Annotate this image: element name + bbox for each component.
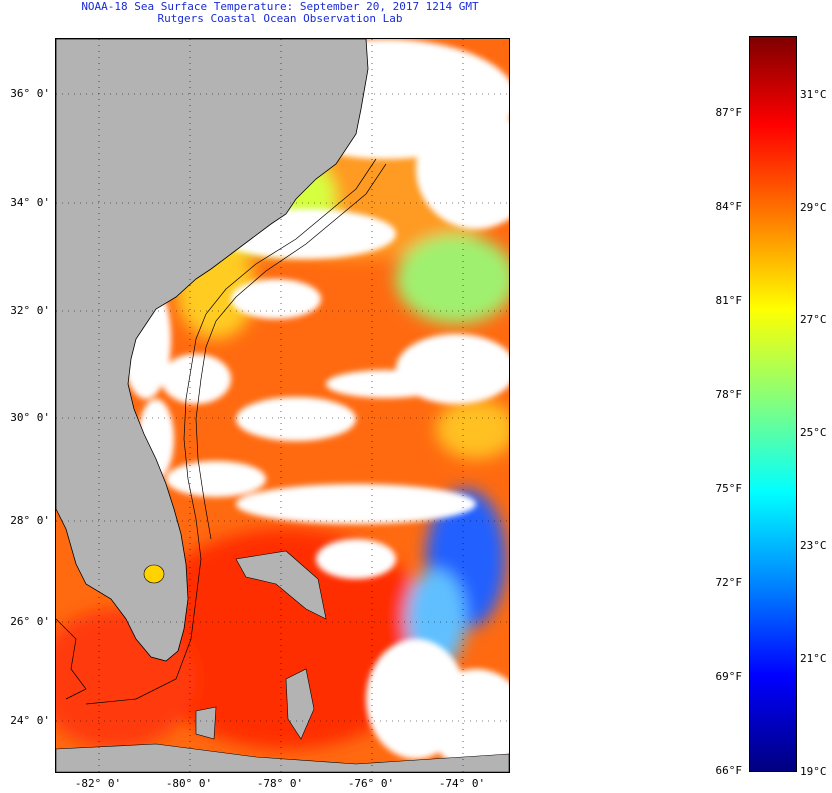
colorbar-f-78: 78°F — [715, 388, 743, 401]
map-title: NOAA-18 Sea Surface Temperature: Septemb… — [81, 0, 479, 13]
colorbar-f-69: 69°F — [715, 670, 743, 683]
lat-label-26: 26° 0' — [10, 615, 50, 628]
temperature-colorbar — [749, 36, 797, 772]
colorbar-f-84: 84°F — [715, 200, 743, 213]
lat-label-32: 32° 0' — [10, 304, 50, 317]
colorbar-c-25: 25°C — [800, 426, 827, 439]
cuba-coast — [56, 743, 509, 772]
lat-label-36: 36° 0' — [10, 87, 50, 100]
lat-label-24: 24° 0' — [10, 714, 50, 727]
colorbar-f-75: 75°F — [715, 482, 743, 495]
lat-label-34: 34° 0' — [10, 196, 50, 209]
graticule — [56, 39, 509, 772]
sst-map[interactable] — [55, 38, 510, 773]
colorbar-c-19: 19°C — [800, 765, 827, 778]
colorbar-f-72: 72°F — [715, 576, 743, 589]
map-subtitle: Rutgers Coastal Ocean Observation Lab — [157, 12, 403, 25]
lon-label-82: -82° 0' — [74, 777, 122, 790]
colorbar-f-81: 81°F — [715, 294, 743, 307]
lon-label-76: -76° 0' — [347, 777, 395, 790]
colorbar-c-27: 27°C — [800, 313, 827, 326]
colorbar-c-21: 21°C — [800, 652, 827, 665]
bathymetry-contours — [56, 158, 387, 705]
lon-label-78: -78° 0' — [256, 777, 304, 790]
colorbar-c-29: 29°C — [800, 201, 827, 214]
colorbar-f-87: 87°F — [715, 106, 743, 119]
lake-okeechobee — [143, 564, 165, 584]
lon-label-80: -80° 0' — [165, 777, 213, 790]
colorbar-c-23: 23°C — [800, 539, 827, 552]
lat-label-28: 28° 0' — [10, 514, 50, 527]
lon-label-74: -74° 0' — [438, 777, 486, 790]
land-mass — [56, 39, 369, 662]
sst-map-image — [56, 39, 509, 772]
colorbar-c-31: 31°C — [800, 88, 827, 101]
colorbar-f-66: 66°F — [715, 764, 743, 777]
lat-label-30: 30° 0' — [10, 411, 50, 424]
